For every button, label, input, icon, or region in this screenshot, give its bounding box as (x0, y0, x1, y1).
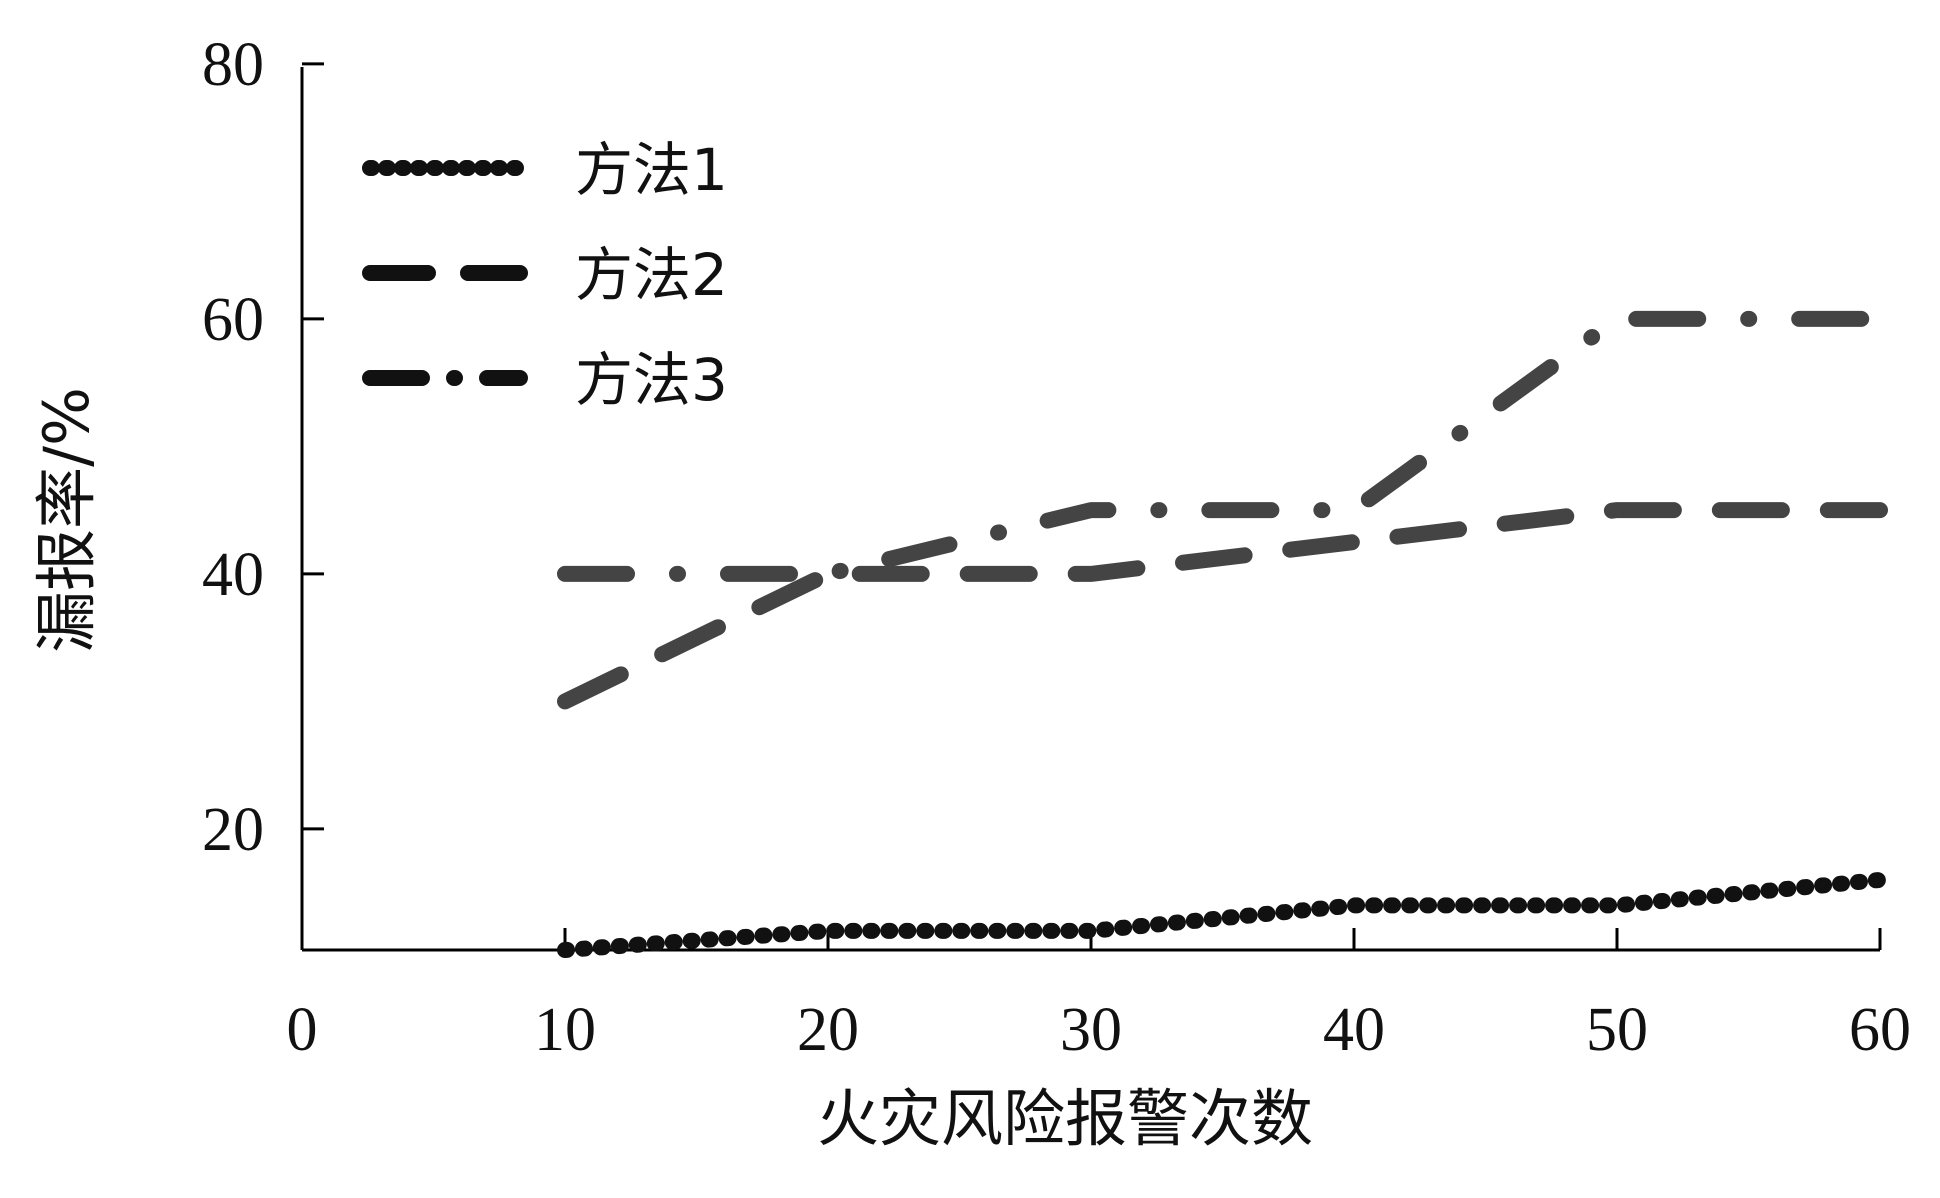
legend-label-1: 方法1 (575, 136, 728, 204)
series-line-3 (557, 310, 1888, 582)
y-tick-label: 40 (202, 541, 264, 609)
x-tick-label: 50 (1586, 996, 1648, 1064)
series-layer (557, 310, 1888, 958)
x-axis-title: 火灾风险报警次数 (817, 1082, 1313, 1155)
x-tick-label: 20 (797, 996, 859, 1064)
y-tick-label: 20 (202, 796, 264, 864)
series-line-1 (557, 871, 1888, 958)
x-tick-label: 0 (287, 996, 318, 1064)
x-tick-label: 30 (1060, 996, 1122, 1064)
x-tick-label: 40 (1323, 996, 1385, 1064)
x-tick-label: 10 (534, 996, 596, 1064)
series-line-2 (557, 502, 1888, 710)
legend-label-3: 方法3 (575, 346, 728, 414)
x-tick-label: 60 (1849, 996, 1911, 1064)
legend: 方法1 方法2 方法3 (362, 136, 728, 414)
y-axis-title: 漏报率/% (30, 387, 103, 653)
y-tick-label: 60 (202, 286, 264, 354)
legend-label-2: 方法2 (575, 241, 728, 309)
axes: 80 60 40 20 0 10 20 30 40 50 60 (202, 31, 1911, 1064)
y-tick-label: 80 (202, 31, 264, 99)
